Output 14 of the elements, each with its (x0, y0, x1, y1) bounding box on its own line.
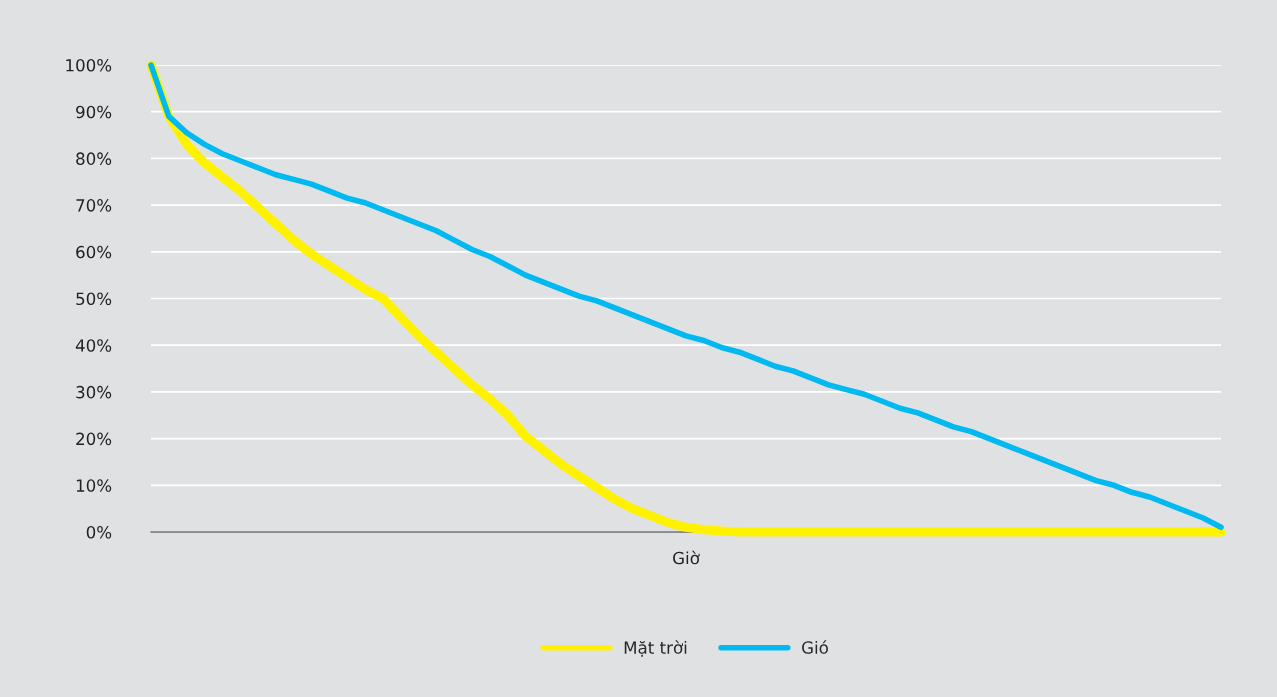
y-tick-label: 60% (76, 245, 112, 259)
y-tick-label: 10% (76, 479, 112, 492)
y-tick-label: 0% (86, 525, 112, 539)
y-tick-label: 90% (76, 105, 112, 119)
y-tick-label: 40% (75, 339, 112, 352)
x-axis-title: Giờ (673, 550, 700, 565)
y-tick-label: 50% (76, 292, 112, 306)
y-tick-label: 80% (76, 152, 112, 165)
y-tick-label: 20% (76, 432, 112, 446)
y-tick-label: 70% (76, 199, 112, 212)
legend-label: Gió (802, 640, 828, 654)
y-tick-label: 30% (76, 385, 112, 399)
y-tick-label: 100% (66, 58, 112, 72)
legend-label: Mặt trời (624, 640, 687, 657)
